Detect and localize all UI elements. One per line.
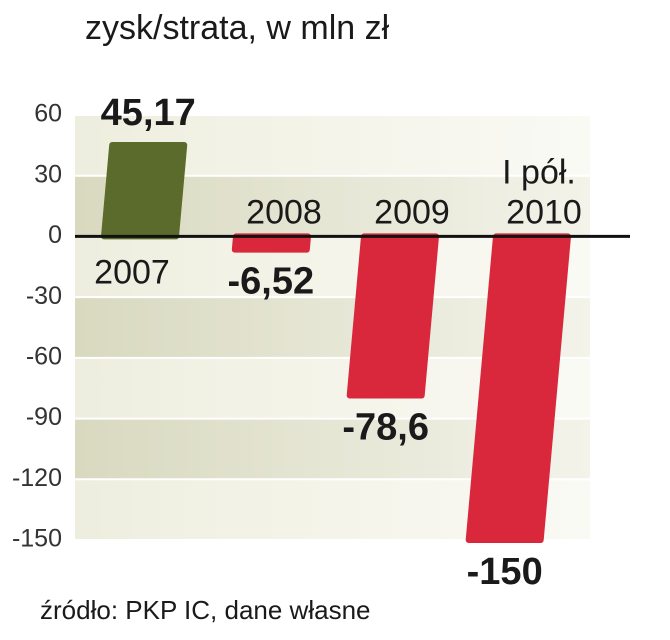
- value-label: -6,52: [227, 261, 314, 303]
- y-tick-label: 0: [48, 221, 62, 249]
- y-tick-label: 30: [34, 160, 62, 188]
- bar: [346, 233, 439, 399]
- chart-title: zysk/strata, w mln zł: [85, 9, 390, 47]
- value-label: -78,6: [342, 407, 429, 449]
- source: źródło: PKP IC, dane własne: [40, 595, 370, 625]
- y-tick-label: -60: [26, 342, 62, 370]
- y-tick-label: -90: [26, 403, 62, 431]
- y-tick-label: -30: [26, 282, 62, 310]
- bar: [231, 233, 311, 253]
- y-tick-label: -120: [12, 464, 62, 492]
- x-tick-label: I pół. 2010: [502, 153, 582, 231]
- x-tick-label: 2007: [94, 253, 170, 291]
- y-tick-label: 60: [34, 100, 62, 128]
- x-tick-label: 2009: [374, 193, 450, 231]
- bar: [101, 142, 188, 240]
- y-tick-label: -150: [12, 525, 62, 553]
- value-label: 45,17: [101, 92, 196, 134]
- value-label: -150: [467, 551, 543, 593]
- x-tick-label: 2008: [246, 193, 322, 231]
